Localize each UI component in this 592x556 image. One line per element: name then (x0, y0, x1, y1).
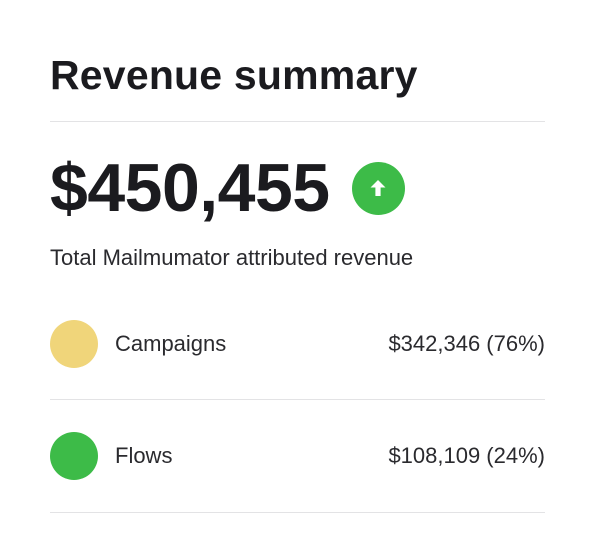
revenue-summary-card: Revenue summary $450,455 Total Mailmumat… (50, 0, 545, 556)
card-title: Revenue summary (50, 52, 418, 98)
total-revenue-caption: Total Mailmumator attributed revenue (50, 245, 414, 270)
total-revenue-value: $450,455 (50, 150, 330, 226)
row-value: $108,109 (24%) (388, 443, 545, 468)
row-label: Campaigns (115, 331, 227, 356)
flows-color-dot (50, 432, 98, 480)
arrow-up-icon (351, 161, 405, 215)
divider (50, 512, 545, 513)
divider (50, 121, 545, 122)
total-revenue-row: $450,455 (50, 150, 405, 226)
revenue-row-flows: Flows $108,109 (24%) (50, 431, 545, 481)
row-label: Flows (115, 443, 173, 468)
revenue-row-campaigns: Campaigns $342,346 (76%) (50, 319, 545, 369)
row-value: $342,346 (76%) (388, 331, 545, 356)
divider (50, 399, 545, 400)
campaigns-color-dot (50, 320, 98, 368)
